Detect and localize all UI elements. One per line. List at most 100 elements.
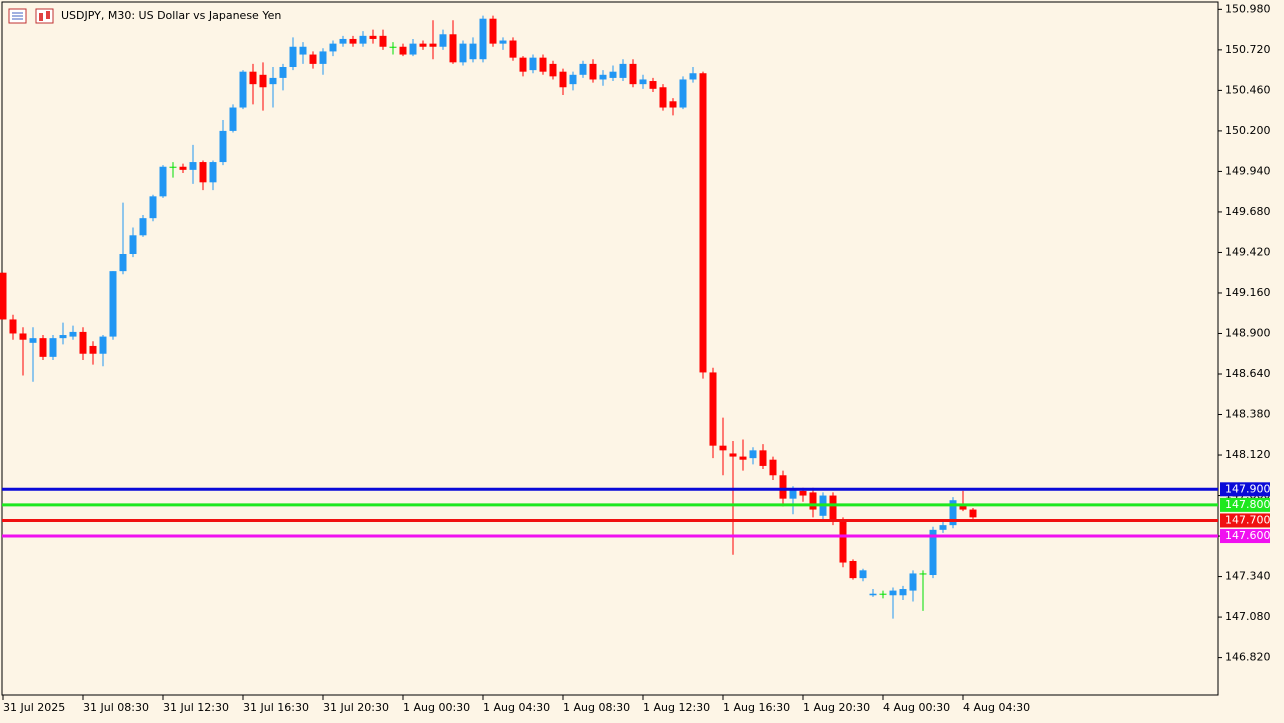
candle-body [689,73,697,80]
candle-body [579,63,587,75]
candle-body [189,162,197,170]
candle-body [769,459,777,476]
candle-body [929,529,937,576]
y-tick-label: 149.940 [1225,164,1271,177]
candle-body [679,79,687,108]
candle-body [629,63,637,85]
candle-body [179,166,187,170]
x-tick-label: 1 Aug 04:30 [483,701,550,714]
candle-body [969,509,977,518]
candle-body [589,63,597,80]
candle-body [329,43,337,52]
candle-body [539,57,547,72]
candle-body [369,35,377,39]
candle-body [889,590,897,596]
y-tick-label: 150.980 [1225,2,1271,15]
candle-body [479,18,487,60]
y-tick-label: 150.200 [1225,124,1271,137]
candle-body [59,335,67,339]
candle-body [509,40,517,58]
candle-body [299,46,307,55]
candle-body [909,573,917,591]
candle-body [79,331,87,354]
candle-body [709,372,717,446]
candle-body [469,43,477,60]
y-tick-label: 148.120 [1225,448,1271,461]
candle-body [489,18,497,44]
candle-body [149,196,157,219]
y-tick-label: 149.160 [1225,286,1271,299]
candle-body [669,101,677,108]
candle-body [609,71,617,78]
x-tick-label: 31 Jul 20:30 [323,701,389,714]
candle-body [159,166,167,197]
candle-body [139,218,147,236]
candle-body [719,445,727,451]
candle-body [279,67,287,78]
candle-body [109,271,117,337]
x-tick-label: 31 Jul 08:30 [83,701,149,714]
price-level-label: 147.600 [1225,529,1271,542]
candle-body [529,57,537,71]
y-tick-label: 148.380 [1225,408,1271,421]
candle-body [619,63,627,78]
candle-body [0,272,7,320]
candle-body [219,130,227,163]
x-tick-label: 4 Aug 00:30 [883,701,950,714]
candle-body [19,333,27,340]
y-tick-label: 148.900 [1225,326,1271,339]
candle-body [959,504,967,510]
candle-body [209,162,217,183]
candle-body [919,573,927,575]
x-tick-label: 1 Aug 00:30 [403,701,470,714]
candle-body [229,107,237,131]
candle-body [459,43,467,63]
candle-body [729,453,737,457]
candle-body [939,525,947,530]
candle-body [339,38,347,44]
x-tick-label: 1 Aug 12:30 [643,701,710,714]
y-tick-label: 147.080 [1225,610,1271,623]
x-tick-label: 4 Aug 04:30 [963,701,1030,714]
candle-body [569,74,577,85]
candle-body [699,73,707,373]
candle-body [199,162,207,183]
y-tick-label: 150.720 [1225,43,1271,56]
candle-body [829,495,837,521]
x-tick-label: 31 Jul 12:30 [163,701,229,714]
candle-body [749,450,757,459]
y-tick-label: 147.340 [1225,570,1271,583]
candle-body [869,593,877,596]
candle-body [409,43,417,55]
chart-icon [8,8,54,24]
price-level-badge [1220,529,1270,544]
candle-body [119,254,127,272]
price-level-label: 147.700 [1225,513,1271,526]
price-level-label: 147.800 [1225,498,1271,511]
plot-frame [1,1,1219,696]
candle-body [289,46,297,68]
candle-body [39,338,47,357]
y-tick-label: 149.420 [1225,245,1271,258]
candle-body [269,77,277,85]
candle-body [29,338,37,343]
candle-body [379,35,387,47]
candle-body [549,63,557,77]
candle-body [649,81,657,89]
price-level-label: 147.900 [1225,482,1271,495]
candle-body [799,490,807,496]
candle-body [259,74,267,88]
candle-body [69,331,77,337]
y-tick-label: 150.460 [1225,83,1271,96]
candle-body [849,560,857,579]
candle-body [739,456,747,460]
candle-body [49,338,57,357]
candle-body [759,450,767,466]
candle-body [309,54,317,64]
candle-body [9,319,17,334]
candle-body [439,34,447,47]
y-tick-label: 148.640 [1225,367,1271,380]
candle-body [639,79,647,85]
x-tick-label: 1 Aug 08:30 [563,701,630,714]
candle-body [349,38,357,44]
